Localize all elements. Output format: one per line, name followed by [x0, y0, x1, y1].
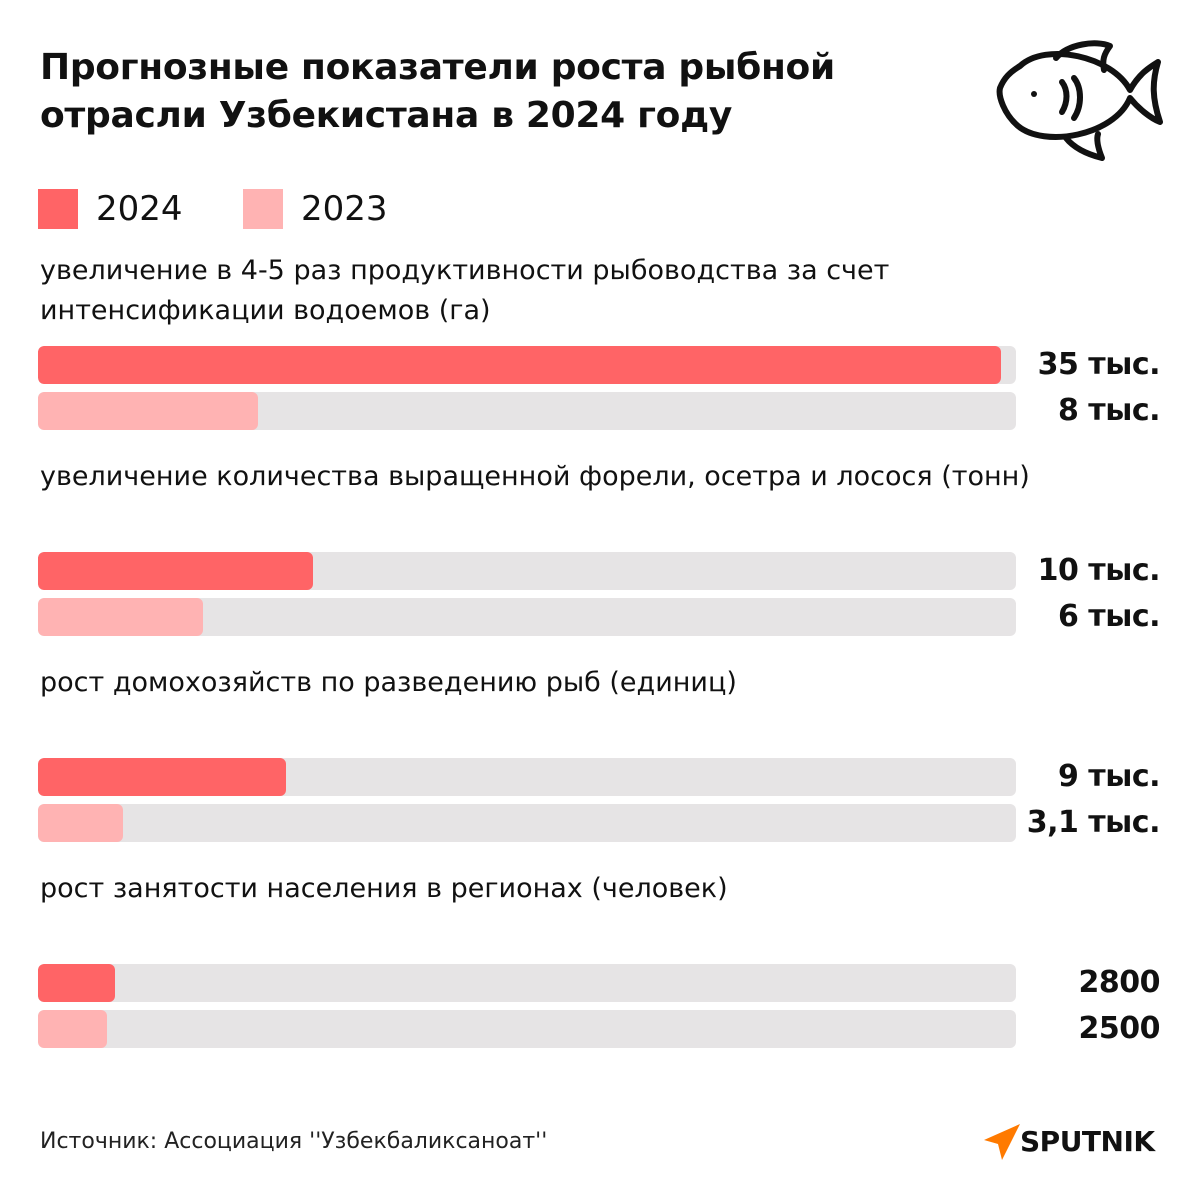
bar-track	[38, 964, 1016, 1002]
legend-label-2024: 2024	[96, 189, 183, 229]
source-note: Источник: Ассоциация ''Узбекбаликсаноат'…	[40, 1129, 548, 1154]
bar-track	[38, 392, 1016, 430]
bar-2023	[38, 1010, 107, 1048]
bar-2023	[38, 804, 123, 842]
bar-value-label: 6 тыс.	[1057, 599, 1161, 634]
bar-value-label: 3,1 тыс.	[1026, 805, 1161, 840]
bar-track	[38, 804, 1016, 842]
legend-swatch-2023	[243, 189, 283, 229]
group-label: увеличение в 4-5 раз продуктивности рыбо…	[40, 255, 890, 326]
bar-2024	[38, 964, 115, 1002]
group-label: увеличение количества выращенной форели,…	[40, 461, 1030, 492]
fish-icon	[996, 40, 1163, 161]
brand-name: SPUTNIK	[1020, 1125, 1155, 1158]
bar-2023	[38, 598, 203, 636]
bar-track	[38, 552, 1016, 590]
bar-value-label: 9 тыс.	[1057, 759, 1161, 794]
legend-swatch-2024	[38, 189, 78, 229]
group-label: рост занятости населения в регионах (чел…	[40, 873, 728, 904]
bar-value-label: 35 тыс.	[1037, 347, 1161, 382]
page-title: Прогнозные показатели роста рыбной отрас…	[40, 47, 835, 136]
legend-label-2023: 2023	[301, 189, 388, 229]
bar-2024	[38, 552, 313, 590]
bar-2024	[38, 346, 1001, 384]
bar-2023	[38, 392, 258, 430]
bar-value-label: 8 тыс.	[1057, 393, 1161, 428]
bar-value-label: 2500	[1078, 1011, 1161, 1046]
bar-2024	[38, 758, 286, 796]
sputnik-logo: SPUTNIK	[980, 1120, 1160, 1164]
bar-value-label: 2800	[1078, 965, 1161, 1000]
bar-track	[38, 758, 1016, 796]
bar-track	[38, 1010, 1016, 1048]
bar-track	[38, 346, 1016, 384]
sputnik-logo-icon	[984, 1124, 1020, 1160]
bar-value-label: 10 тыс.	[1037, 553, 1161, 588]
bar-track	[38, 598, 1016, 636]
group-label: рост домохозяйств по разведению рыб (еди…	[40, 667, 737, 698]
